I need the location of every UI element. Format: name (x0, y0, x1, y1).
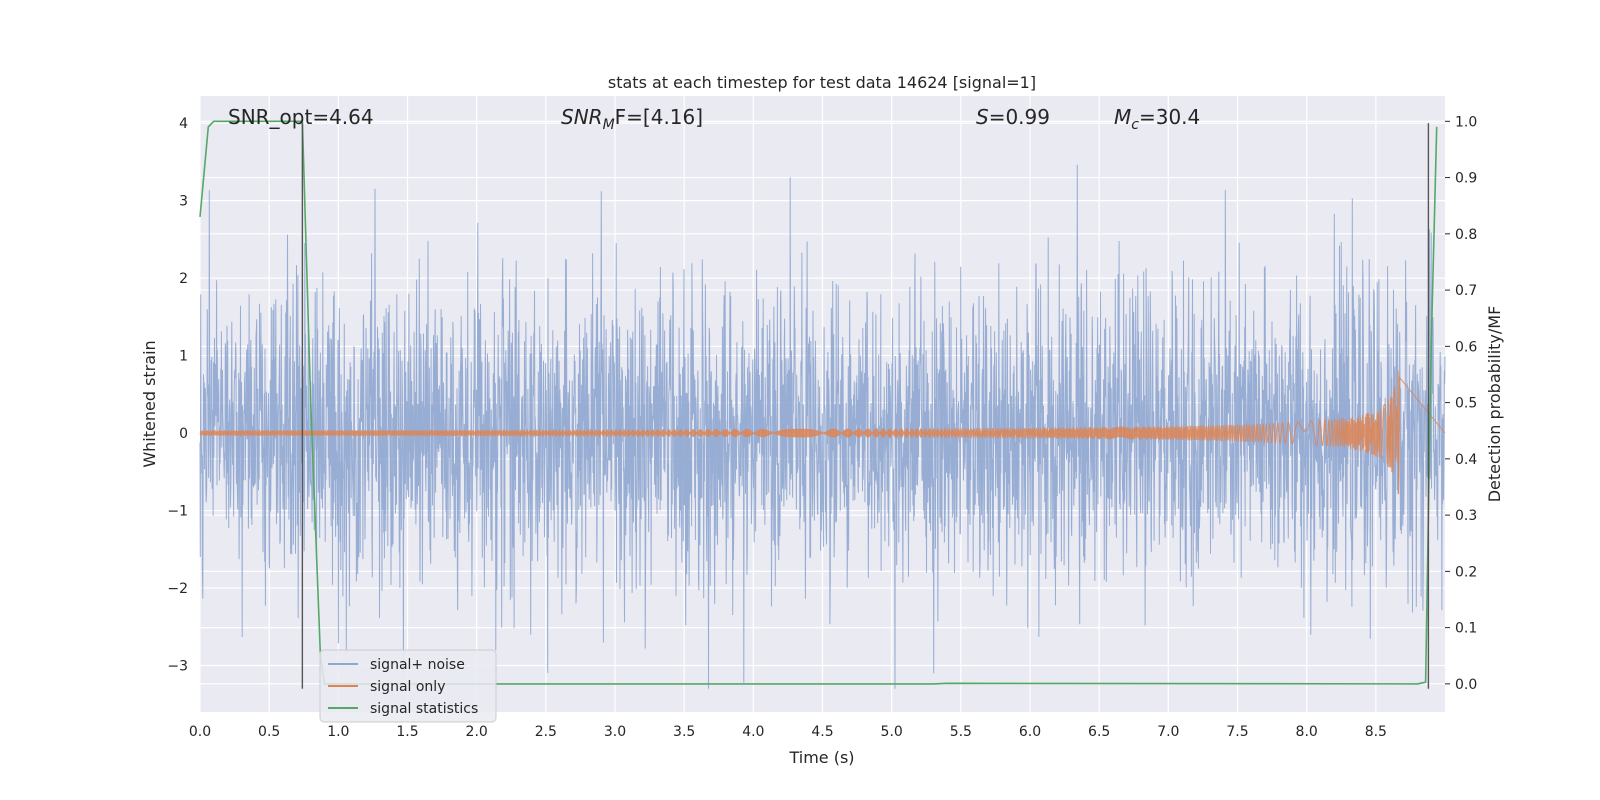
legend-box (319, 649, 497, 723)
left-y-tick-label: 2 (179, 271, 188, 287)
x-tick-label: 8.5 (1365, 724, 1387, 740)
right-y-tick-label: 0.7 (1455, 283, 1477, 299)
x-tick-label: 2.0 (466, 724, 488, 740)
x-tick-label: 3.5 (673, 724, 695, 740)
right-y-tick-label: 0.1 (1455, 621, 1477, 637)
annotation-mc: Mc=30.4 (1114, 105, 1200, 133)
x-tick-label: 6.0 (1019, 724, 1041, 740)
x-tick-label: 5.0 (881, 724, 903, 740)
legend: signal+ noise signal only signal statist… (319, 649, 497, 723)
left-y-axis-ticks: 4 3 2 1 0 −1 −2 −3 (167, 116, 188, 674)
grid (199, 96, 1445, 712)
left-y-tick-label: 3 (179, 194, 188, 210)
legend-label-signal-statistics: signal statistics (370, 701, 478, 717)
x-tick-label: 2.5 (535, 724, 557, 740)
x-tick-label: 1.5 (396, 724, 418, 740)
annotation-snr-mf: SNRMF=[4.16] (561, 105, 703, 133)
signal-noise-line (199, 164, 1446, 689)
x-tick-label: 4.5 (811, 724, 833, 740)
vertical-markers (301, 123, 1430, 689)
x-axis-ticks: 0.0 0.5 1.0 1.5 2.0 2.5 3.0 3.5 4.0 4.5 5.0 5.5 6.0 6… (189, 724, 1387, 740)
x-tick-label: 7.0 (1157, 724, 1179, 740)
right-y-axis-label: Detection probability/MF (1485, 306, 1504, 503)
x-axis-label: Time (s) (788, 748, 854, 767)
x-tick-label: 7.5 (1226, 724, 1248, 740)
right-y-tick-label: 0.6 (1455, 339, 1477, 355)
right-y-tick-label: 0.2 (1455, 564, 1477, 580)
right-y-tick-label: 0.8 (1455, 227, 1477, 243)
right-y-tick-label: 0.0 (1455, 677, 1477, 693)
x-tick-label: 8.0 (1296, 724, 1318, 740)
right-y-tick-label: 0.3 (1455, 508, 1477, 524)
right-y-tick-label: 0.4 (1455, 452, 1477, 468)
legend-label-signal-noise: signal+ noise (370, 657, 465, 673)
annotation-snr-opt: SNR_opt=4.64 (228, 105, 374, 129)
right-y-tick-label: 1.0 (1455, 114, 1477, 130)
right-y-tick-label: 0.5 (1455, 396, 1477, 412)
x-tick-label: 0.0 (189, 724, 211, 740)
series-signal-only (199, 370, 1446, 495)
right-y-tick-label: 0.9 (1455, 171, 1477, 187)
left-y-tick-label: 0 (179, 426, 188, 442)
legend-label-signal-only: signal only (370, 679, 445, 695)
left-y-tick-label: −1 (167, 504, 188, 520)
left-y-tick-label: −3 (167, 659, 188, 675)
x-tick-label: 6.5 (1088, 724, 1110, 740)
x-tick-label: 5.5 (950, 724, 972, 740)
left-y-tick-label: −2 (167, 581, 188, 597)
left-y-tick-label: 4 (179, 116, 188, 132)
series-signal-noise (199, 164, 1446, 689)
right-y-axis-ticks: 1.0 0.9 0.8 0.7 0.6 0.5 0.4 0.3 0.2 0.1 0.0 (1445, 114, 1477, 693)
annotation-s: S=0.99 (976, 105, 1050, 129)
left-y-tick-label: 1 (179, 349, 188, 365)
chart-title: stats at each timestep for test data 146… (608, 73, 1036, 92)
x-tick-label: 1.0 (327, 724, 349, 740)
signal-only-line (199, 370, 1446, 495)
left-y-axis-label: Whitened strain (140, 340, 159, 467)
x-tick-label: 0.5 (258, 724, 280, 740)
x-tick-label: 3.0 (604, 724, 626, 740)
x-tick-label: 4.0 (742, 724, 764, 740)
